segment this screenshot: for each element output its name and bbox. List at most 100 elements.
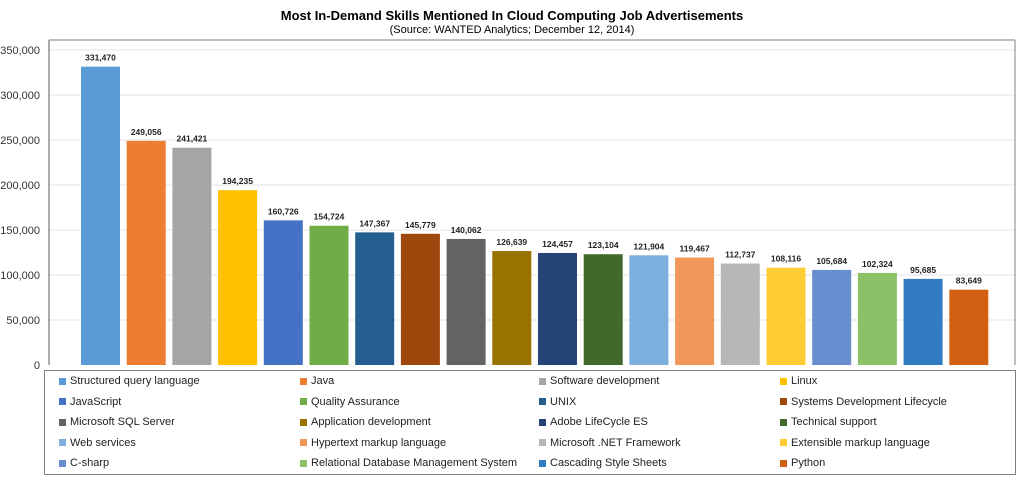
legend-swatch [780,418,787,426]
legend-label: Python [791,457,826,469]
data-label: 108,116 [771,254,802,264]
legend-label: Relational Database Management System [311,457,518,469]
legend-item: Microsoft .NET Framework [539,437,681,449]
legend-label: Structured query language [70,375,200,387]
data-label: 249,056 [131,127,162,137]
legend-swatch [59,439,66,446]
bar-python [949,289,989,365]
legend-label: Software development [550,375,660,387]
legend-swatch [780,439,787,446]
data-label: 121,904 [634,241,665,251]
legend-label: Application development [311,416,431,428]
y-tick-label: 100,000 [0,270,40,282]
legend-swatch [59,377,66,385]
bar-microsoft-sql-server [446,238,486,365]
bar-java [126,140,166,365]
legend-label: Technical support [791,416,877,428]
legend-item: Relational Database Management System [300,457,517,469]
legend-label: Adobe LifeCycle ES [550,416,648,428]
chart-title: Most In-Demand Skills Mentioned In Cloud… [280,8,744,23]
legend-swatch [300,398,307,405]
bar-quality-assurance [309,225,349,365]
data-label: 119,467 [679,243,710,253]
bar-application-development [492,251,532,365]
legend-item: UNIX [539,396,576,408]
legend-item: Hypertext markup language [300,437,446,449]
bar-extensible-markup-language [766,267,806,365]
legend-label: UNIX [550,395,577,408]
y-tick-label: 300,000 [0,90,40,102]
data-label: 154,724 [314,212,345,222]
legend-label: Microsoft .NET Framework [550,436,681,449]
bar-chart: 0 50,000 100,000 150,000 200,000 250,000 300,0… [0,39,1016,370]
data-label: 105,684 [816,256,847,266]
bar-hypertext-markup-language [675,257,715,365]
legend-item: C-sharp [59,457,109,469]
legend-item: Adobe LifeCycle ES [539,416,648,428]
legend-item: Quality Assurance [300,396,400,408]
bar-technical-support [583,254,623,365]
legend-swatch [59,398,66,405]
legend-swatch [539,398,546,405]
legend-swatch [59,459,66,467]
legend-swatch [539,439,546,446]
legend-swatch [59,418,66,426]
legend-label: C-sharp [70,457,110,469]
data-label: 102,324 [862,259,893,269]
legend-label: Systems Development Lifecycle [791,395,947,408]
legend-item: Java [300,375,334,387]
legend-item: Linux [780,375,817,387]
data-label: 145,779 [405,220,436,230]
bar-unix [355,232,395,365]
data-label: 147,367 [359,218,390,228]
bar-software-development [172,147,212,365]
bar-javascript [263,220,303,365]
bar-c-sharp [812,269,852,365]
y-tick-label: 150,000 [0,225,40,237]
legend-swatch [539,418,546,426]
y-tick-label: 350,000 [0,45,40,57]
data-label: 160,726 [268,206,299,216]
bar-linux [218,190,258,365]
data-label: 331,470 [85,53,116,63]
legend-label: Quality Assurance [311,395,400,408]
bar-adobe-lifecycle-es [538,252,577,365]
legend-label: JavaScript [70,395,122,408]
y-tick-label: 200,000 [0,180,40,192]
data-label: 83,649 [956,276,982,286]
data-label: 123,104 [588,240,619,250]
bar-structured-query-language [81,66,120,365]
legend-swatch [780,398,787,405]
legend-item: Cascading Style Sheets [539,457,667,469]
bar-systems-development-lifecycle [400,233,440,365]
legend-swatch [780,377,787,385]
data-label: 95,685 [910,265,936,275]
legend-swatch [300,439,307,446]
legend-swatch [300,377,307,385]
legend-item: Application development [300,416,431,428]
bar-relational-database-management-system [857,272,897,365]
legend-swatch [539,459,546,467]
y-tick-label: 250,000 [0,135,40,147]
legend-label: Java [311,375,335,387]
data-label: 194,235 [222,176,253,186]
data-label: 140,062 [451,225,482,235]
legend-item: Microsoft SQL Server [59,416,175,428]
legend-item: Web services [59,437,136,449]
legend-label: Extensible markup language [791,436,930,449]
legend-label: Linux [791,375,818,387]
legend-item: Technical support [780,416,877,428]
legend-swatch [300,459,307,467]
legend-item: Systems Development Lifecycle [780,396,947,408]
legend-label: Hypertext markup language [311,436,447,449]
legend-item: Extensible markup language [780,437,930,449]
data-label: 124,457 [542,239,573,249]
y-tick-label: 0 [34,360,40,370]
bar-web-services [629,255,669,365]
legend-swatch [780,459,787,467]
data-label: 241,421 [177,134,208,144]
data-label: 126,639 [496,237,527,247]
legend-label: Web services [70,436,136,449]
y-tick-label: 50,000 [6,315,40,327]
legend-label: Cascading Style Sheets [550,457,667,469]
